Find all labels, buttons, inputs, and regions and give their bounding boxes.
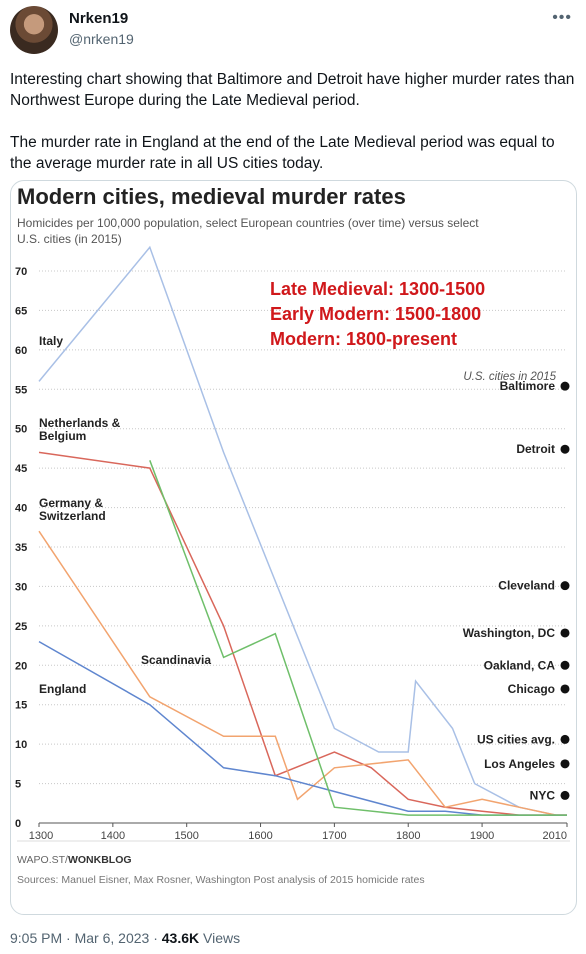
- chart-image[interactable]: Modern cities, medieval murder rates Homi…: [10, 180, 577, 915]
- us-city-marker: [560, 628, 570, 638]
- series-label: Switzerland: [39, 509, 106, 523]
- y-tick-label: 65: [15, 305, 27, 317]
- x-tick-label: 1500: [174, 830, 198, 842]
- sources-note: Sources: Manuel Eisner, Max Rosner, Wash…: [17, 874, 425, 886]
- y-tick-label: 40: [15, 503, 27, 515]
- us-city-label: Baltimore: [500, 379, 556, 393]
- tweet-paragraph: The murder rate in England at the end of…: [10, 134, 555, 172]
- us-city-marker: [560, 790, 570, 800]
- us-city-marker: [560, 381, 570, 391]
- y-tick-label: 5: [15, 779, 21, 791]
- us-city-label: Washington, DC: [463, 626, 556, 640]
- series-label: Belgium: [39, 429, 86, 443]
- y-tick-label: 35: [15, 542, 27, 554]
- source-brand: WONKBLOG: [68, 854, 132, 866]
- tweet-time[interactable]: 9:05 PM: [10, 930, 63, 946]
- us-city-marker: [560, 759, 570, 769]
- source-tag: WAPO.ST/WONKBLOG: [17, 854, 132, 866]
- us-city-label: NYC: [530, 788, 556, 802]
- y-tick-label: 0: [15, 818, 21, 830]
- y-tick-label: 30: [15, 581, 27, 593]
- series-line-scandinavia: [149, 460, 567, 816]
- us-city-marker: [560, 734, 570, 744]
- us-city-label: Detroit: [516, 442, 555, 456]
- y-tick-label: 55: [15, 384, 27, 396]
- series-label: Italy: [39, 334, 63, 348]
- y-tick-label: 50: [15, 424, 27, 436]
- murder-rate-chart: Modern cities, medieval murder rates Homi…: [15, 184, 570, 886]
- chart-subtitle: U.S. cities (in 2015): [17, 232, 122, 246]
- chart-subtitle: Homicides per 100,000 population, select…: [17, 216, 479, 230]
- y-tick-label: 25: [15, 621, 27, 633]
- x-tick-label: 1300: [29, 830, 53, 842]
- us-city-marker: [560, 581, 570, 591]
- us-city-marker: [560, 444, 570, 454]
- author-name[interactable]: Nrken19: [69, 10, 129, 27]
- us-city-label: Los Angeles: [484, 757, 555, 771]
- us-city-label: Oakland, CA: [484, 658, 556, 672]
- tweet-paragraph: Interesting chart showing that Baltimore…: [10, 71, 575, 109]
- series-label: Scandinavia: [141, 653, 211, 667]
- view-count: 43.6K: [161, 930, 200, 946]
- views-label: Views: [203, 930, 241, 946]
- us-city-label: Cleveland: [498, 579, 555, 593]
- series-label: Netherlands &: [39, 416, 121, 430]
- avatar[interactable]: [10, 6, 58, 54]
- tweet-text: Interesting chart showing that Baltimore…: [10, 69, 575, 195]
- chart-title: Modern cities, medieval murder rates: [17, 184, 406, 209]
- us-city-marker: [560, 660, 570, 670]
- x-tick-label: 1400: [101, 830, 125, 842]
- us-city-label: Chicago: [508, 682, 555, 696]
- us-city-label: US cities avg.: [477, 732, 555, 746]
- x-tick-label: 1700: [322, 830, 346, 842]
- author-handle[interactable]: @nrken19: [69, 31, 134, 47]
- x-tick-label: 1900: [470, 830, 494, 842]
- tweet-meta: 9:05 PM · Mar 6, 2023 · 43.6K Views: [10, 930, 241, 946]
- us-city-marker: [560, 684, 570, 694]
- x-tick-label: 1600: [248, 830, 272, 842]
- period-annotation: Modern: 1800-present: [270, 329, 457, 349]
- y-tick-label: 15: [15, 700, 27, 712]
- y-tick-label: 20: [15, 660, 27, 672]
- series-label: England: [39, 682, 86, 696]
- period-annotation: Late Medieval: 1300-1500: [270, 279, 485, 299]
- y-tick-label: 70: [15, 266, 27, 278]
- y-tick-label: 60: [15, 345, 27, 357]
- us-cities-label: U.S. cities in 2015: [463, 371, 556, 383]
- y-tick-label: 10: [15, 739, 27, 751]
- series-label: Germany &: [39, 496, 103, 510]
- y-tick-label: 45: [15, 463, 27, 475]
- more-options-icon[interactable]: •••: [552, 9, 572, 26]
- x-tick-label: 2010: [543, 830, 567, 842]
- period-annotation: Early Modern: 1500-1800: [270, 304, 481, 324]
- series-line-germany-switzerland: [38, 530, 567, 816]
- x-tick-label: 1800: [396, 830, 420, 842]
- tweet-date[interactable]: Mar 6, 2023: [74, 930, 150, 946]
